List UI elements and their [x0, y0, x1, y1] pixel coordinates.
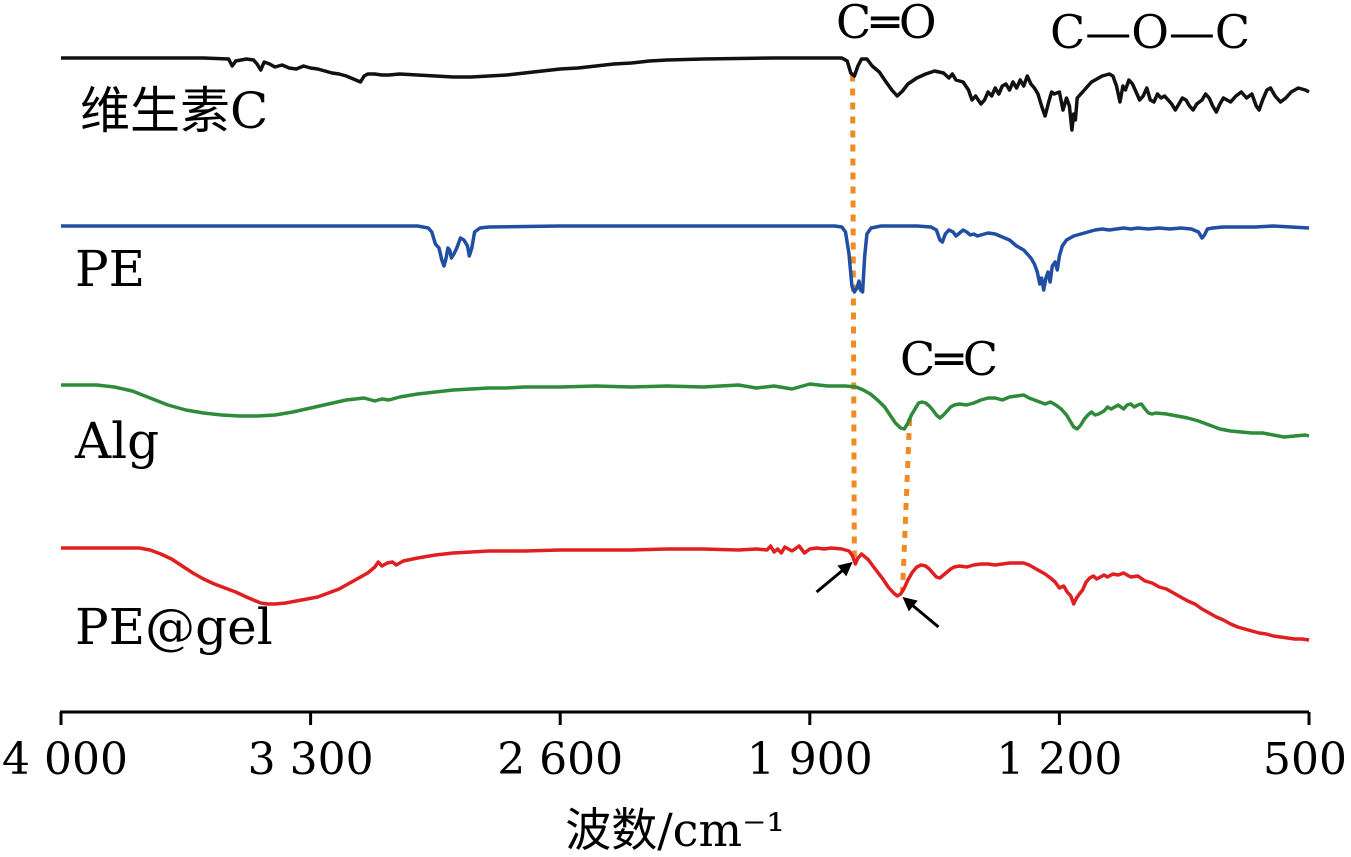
annotation-c-c-double: C═C [900, 332, 998, 386]
annotation-c-o-double: C═O [836, 0, 937, 49]
x-tick-label-1: 3 300 [248, 734, 374, 785]
series-line-3 [61, 544, 1310, 642]
guide-line-1 [900, 418, 913, 592]
x-tick-label-3: 1 900 [747, 734, 873, 785]
x-axis-ticks: 4 000 3 300 2 600 1 900 1 200 500 [2, 712, 1347, 785]
x-axis-label: 波数/cm⁻¹ [565, 803, 785, 857]
series-line-1 [61, 224, 1310, 294]
series-label-vitc: 维生素C [80, 82, 268, 140]
guide-lines [850, 74, 913, 592]
guide-line-0 [850, 74, 857, 562]
x-tick-label-4: 1 200 [996, 734, 1122, 785]
x-tick-label-0: 4 000 [2, 734, 128, 785]
series-line-2 [61, 382, 1310, 439]
series-label-alg: Alg [74, 412, 159, 470]
annotation-c-o-c: C—O—C [1050, 5, 1250, 59]
series-label-pe-gel: PE@gel [75, 598, 273, 656]
series-lines [61, 56, 1310, 642]
arrow-0 [815, 562, 853, 594]
x-tick-label-2: 2 600 [497, 734, 623, 785]
series-line-0 [61, 56, 1310, 132]
arrow-1 [902, 597, 940, 629]
x-tick-label-5: 500 [1263, 734, 1347, 785]
peak-arrows [815, 562, 940, 629]
series-label-pe: PE [75, 240, 145, 298]
